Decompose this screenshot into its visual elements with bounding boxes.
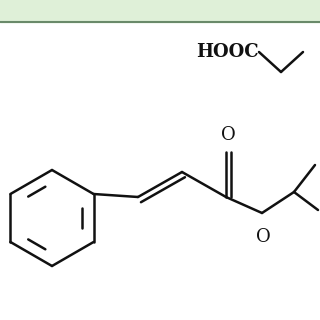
Text: HOOC: HOOC — [196, 43, 259, 61]
Text: O: O — [256, 228, 270, 246]
Bar — [0, 0, 320, 22]
Text: O: O — [220, 126, 236, 144]
